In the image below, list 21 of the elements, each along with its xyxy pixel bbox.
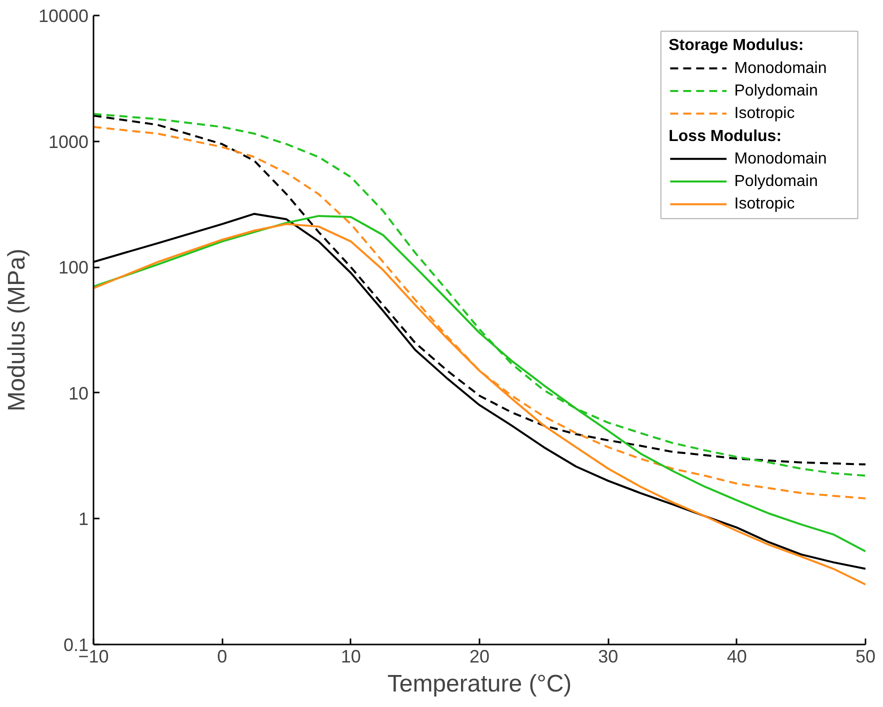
- legend-label: Isotropic: [734, 105, 795, 122]
- legend-label: Isotropic: [734, 196, 795, 213]
- legend-label: Monodomain: [734, 150, 827, 168]
- x-tick-label: 50: [855, 646, 876, 666]
- x-tick-label: 20: [469, 646, 490, 666]
- y-tick-label: 100: [58, 258, 89, 278]
- legend-label: Polydomain: [734, 173, 818, 190]
- legend-label: Polydomain: [734, 82, 818, 100]
- legend-label: Monodomain: [734, 60, 827, 77]
- annotation: Storage Modulus:: [668, 37, 804, 54]
- x-tick-label: 10: [340, 646, 361, 666]
- x-tick-label: 30: [598, 646, 618, 666]
- y-tick-label: 1: [78, 509, 89, 530]
- annotation: Loss Modulus:: [668, 128, 782, 145]
- y-tick-label: 1000: [48, 132, 89, 152]
- x-axis-title: Temperature (°C): [387, 670, 572, 698]
- x-tick-label: 40: [726, 646, 747, 666]
- y-tick-label: 10: [68, 383, 89, 404]
- x-tick-label: 0: [217, 646, 228, 666]
- y-tick-label: 10000: [38, 6, 89, 26]
- y-axis-title: Modulus (MPa): [3, 248, 30, 412]
